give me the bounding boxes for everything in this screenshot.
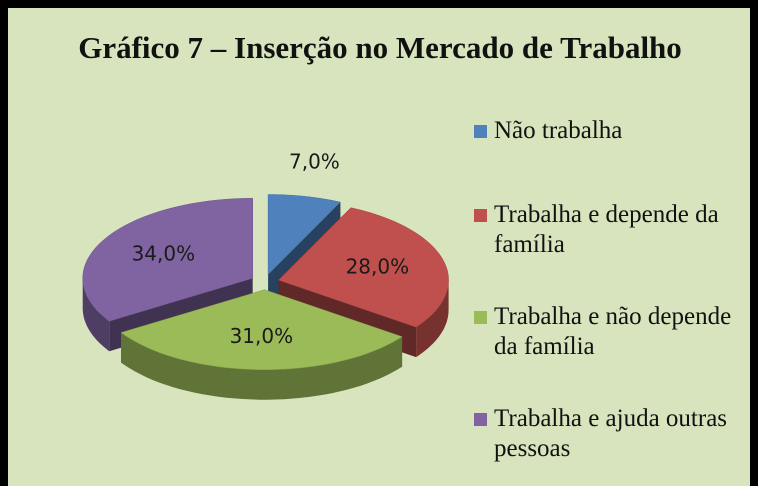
- data-label: 34,0%: [132, 242, 196, 266]
- data-label: 28,0%: [346, 255, 410, 279]
- legend-item: Trabalha e depende da família: [474, 200, 754, 260]
- legend-label: Trabalha e ajuda outras pessoas: [494, 405, 728, 462]
- legend-item: Não trabalha: [474, 116, 754, 146]
- legend-label: Trabalha e depende da família: [494, 201, 719, 258]
- legend: Não trabalha Trabalha e depende da famíli…: [474, 116, 754, 464]
- legend-swatch: [474, 125, 487, 138]
- slice-side: [121, 332, 403, 400]
- slice: [267, 194, 341, 276]
- slice-side: [82, 278, 110, 352]
- legend-swatch: [474, 311, 487, 324]
- legend-swatch: [474, 413, 487, 426]
- legend-swatch: [474, 209, 487, 222]
- data-label: 7,0%: [289, 149, 340, 173]
- slice: [278, 207, 449, 328]
- slice: [120, 289, 403, 370]
- legend-item: Trabalha e não depende da família: [474, 302, 754, 362]
- chart-title: Gráfico 7 – Inserção no Mercado de Traba…: [78, 30, 682, 65]
- slice: [82, 198, 253, 322]
- legend-label: Trabalha e não depende da família: [494, 303, 732, 360]
- legend-label: Não trabalha: [494, 117, 623, 144]
- legend-item: Trabalha e ajuda outras pessoas: [474, 404, 754, 464]
- data-label: 31,0%: [230, 324, 294, 348]
- slice-side: [416, 280, 449, 358]
